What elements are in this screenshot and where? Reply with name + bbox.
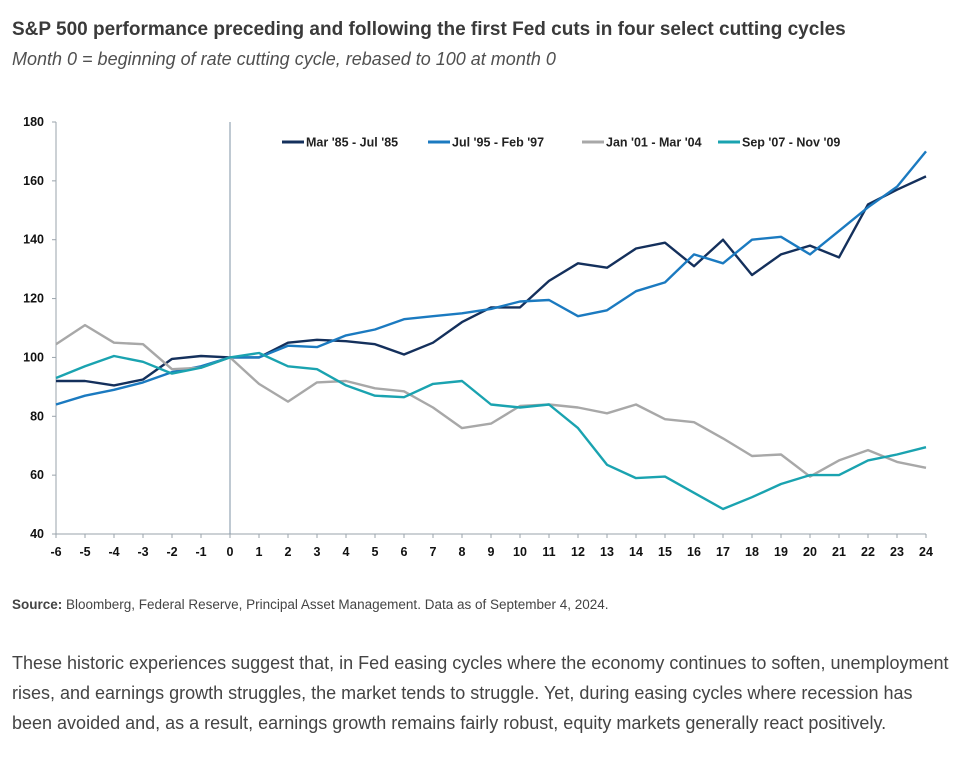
y-tick-label: 160 bbox=[23, 174, 44, 188]
x-tick-label: 7 bbox=[430, 545, 437, 559]
x-tick-label: 24 bbox=[919, 545, 933, 559]
legend-label-4: Sep '07 - Nov '09 bbox=[742, 136, 840, 150]
x-tick-label: 22 bbox=[861, 545, 875, 559]
x-tick-label: 9 bbox=[488, 545, 495, 559]
x-tick-label: 5 bbox=[372, 545, 379, 559]
legend-label-3: Jan '01 - Mar '04 bbox=[606, 136, 702, 150]
x-tick-label: 20 bbox=[803, 545, 817, 559]
y-tick-label: 40 bbox=[30, 527, 44, 541]
x-tick-label: 8 bbox=[459, 545, 466, 559]
x-tick-label: 10 bbox=[513, 545, 527, 559]
x-tick-label: 12 bbox=[571, 545, 585, 559]
y-tick-label: 80 bbox=[30, 409, 44, 423]
series-line-3 bbox=[55, 323, 927, 478]
x-tick-label: 6 bbox=[401, 545, 408, 559]
x-tick-label: 16 bbox=[687, 545, 701, 559]
x-tick-label: -4 bbox=[108, 545, 119, 559]
x-tick-label: -6 bbox=[50, 545, 61, 559]
x-tick-label: 14 bbox=[629, 545, 643, 559]
source-text: Bloomberg, Federal Reserve, Principal As… bbox=[62, 597, 609, 612]
x-tick-label: -3 bbox=[137, 545, 148, 559]
x-tick-label: 19 bbox=[774, 545, 788, 559]
chart-subtitle: Month 0 = beginning of rate cutting cycl… bbox=[12, 49, 556, 69]
body-paragraph: These historic experiences suggest that,… bbox=[12, 653, 949, 733]
source-label: Source: bbox=[12, 597, 63, 612]
x-tick-label: 2 bbox=[285, 545, 292, 559]
legend-label-1: Mar '85 - Jul '85 bbox=[306, 136, 398, 150]
x-tick-label: 18 bbox=[745, 545, 759, 559]
x-tick-label: 17 bbox=[716, 545, 730, 559]
x-tick-label: -5 bbox=[79, 545, 90, 559]
x-tick-label: 3 bbox=[314, 545, 321, 559]
y-tick-label: 60 bbox=[30, 468, 44, 482]
x-tick-label: 23 bbox=[890, 545, 904, 559]
y-tick-label: 100 bbox=[23, 350, 44, 364]
x-tick-label: 11 bbox=[542, 545, 555, 559]
x-tick-label: -2 bbox=[166, 545, 177, 559]
x-tick-label: 0 bbox=[227, 545, 234, 559]
x-tick-label: 1 bbox=[256, 545, 263, 559]
series-line-1 bbox=[56, 175, 927, 387]
chart-title: S&P 500 performance preceding and follow… bbox=[12, 19, 846, 40]
y-tick-label: 120 bbox=[23, 292, 44, 306]
source-note: Source: Bloomberg, Federal Reserve, Prin… bbox=[12, 597, 609, 612]
series-line-4 bbox=[55, 351, 927, 511]
legend-label-2: Jul '95 - Feb '97 bbox=[452, 136, 544, 150]
y-tick-label: 140 bbox=[23, 233, 44, 247]
y-tick-label: 180 bbox=[23, 115, 44, 129]
x-tick-label: 15 bbox=[658, 545, 672, 559]
x-tick-label: 13 bbox=[600, 545, 614, 559]
x-tick-label: 4 bbox=[343, 545, 350, 559]
series-line-2 bbox=[55, 150, 927, 406]
x-tick-label: 21 bbox=[832, 545, 846, 559]
x-tick-label: -1 bbox=[195, 545, 206, 559]
